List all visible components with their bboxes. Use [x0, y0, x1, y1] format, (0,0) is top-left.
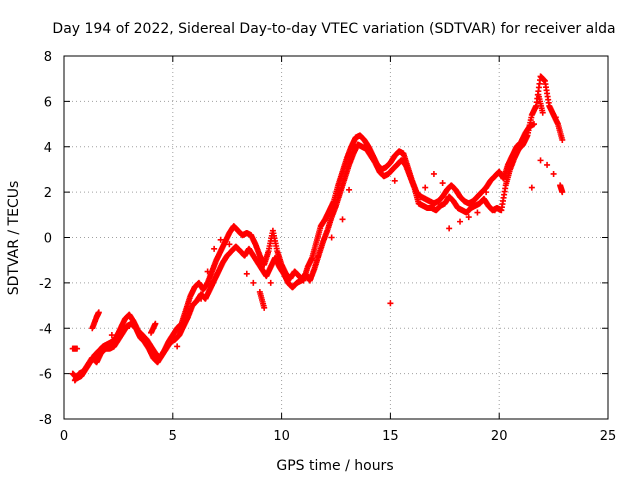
data-point	[243, 270, 250, 277]
x-tick-label: 5	[169, 429, 177, 444]
data-point	[95, 309, 102, 316]
data-point	[174, 343, 181, 350]
data-point	[465, 214, 472, 221]
data-point	[74, 345, 81, 352]
y-tick-label: 2	[44, 186, 52, 201]
data-point	[339, 216, 346, 223]
data-point	[267, 279, 274, 286]
y-tick-label: -4	[39, 322, 52, 337]
axis-ticks: 0 5 10 15 20 25 -8 -6 -4 -2 0 2 4 6 8	[39, 50, 616, 444]
data-point	[439, 180, 446, 187]
data-point	[387, 300, 394, 307]
data-point	[217, 236, 224, 243]
data-series-0	[69, 121, 538, 382]
y-axis-label: SDTVAR / TECUs	[6, 181, 22, 296]
y-tick-label: 6	[44, 95, 52, 110]
y-tick-label: -6	[39, 368, 52, 383]
data-point	[430, 170, 437, 177]
data-point	[550, 170, 557, 177]
data-point	[126, 322, 133, 329]
data-point	[457, 218, 464, 225]
data-point	[483, 189, 490, 196]
data-point	[422, 184, 429, 191]
data-point	[544, 161, 551, 168]
x-tick-label: 0	[60, 429, 68, 444]
data-point	[552, 114, 559, 121]
data-point	[226, 241, 233, 248]
y-tick-label: 8	[44, 50, 52, 65]
data-point	[528, 184, 535, 191]
data-point	[474, 209, 481, 216]
data-point	[559, 189, 566, 196]
data-point	[537, 157, 544, 164]
x-tick-label: 25	[600, 429, 617, 444]
chart-title: Day 194 of 2022, Sidereal Day-to-day VTE…	[52, 21, 615, 37]
data-point	[250, 279, 257, 286]
y-tick-label: 4	[44, 141, 52, 156]
x-axis-label: GPS time / hours	[276, 458, 393, 474]
x-tick-label: 10	[273, 429, 290, 444]
data-point	[328, 234, 335, 241]
data-points	[69, 73, 566, 384]
data-point	[261, 304, 268, 311]
data-series-2	[69, 91, 566, 352]
data-point	[198, 295, 205, 302]
data-point	[391, 177, 398, 184]
data-point	[204, 268, 211, 275]
y-tick-label: 0	[44, 232, 52, 247]
data-point	[211, 245, 218, 252]
data-point	[108, 332, 115, 339]
y-tick-label: -2	[39, 277, 52, 292]
x-tick-label: 15	[382, 429, 399, 444]
data-point	[446, 225, 453, 232]
plot-frame	[63, 55, 609, 420]
data-point	[152, 320, 159, 327]
grid	[64, 56, 608, 419]
y-tick-label: -8	[39, 413, 52, 428]
data-point	[535, 91, 542, 98]
x-tick-label: 20	[491, 429, 508, 444]
data-point	[531, 121, 538, 128]
data-point	[491, 207, 498, 214]
data-point	[346, 186, 353, 193]
data-point	[559, 136, 566, 143]
